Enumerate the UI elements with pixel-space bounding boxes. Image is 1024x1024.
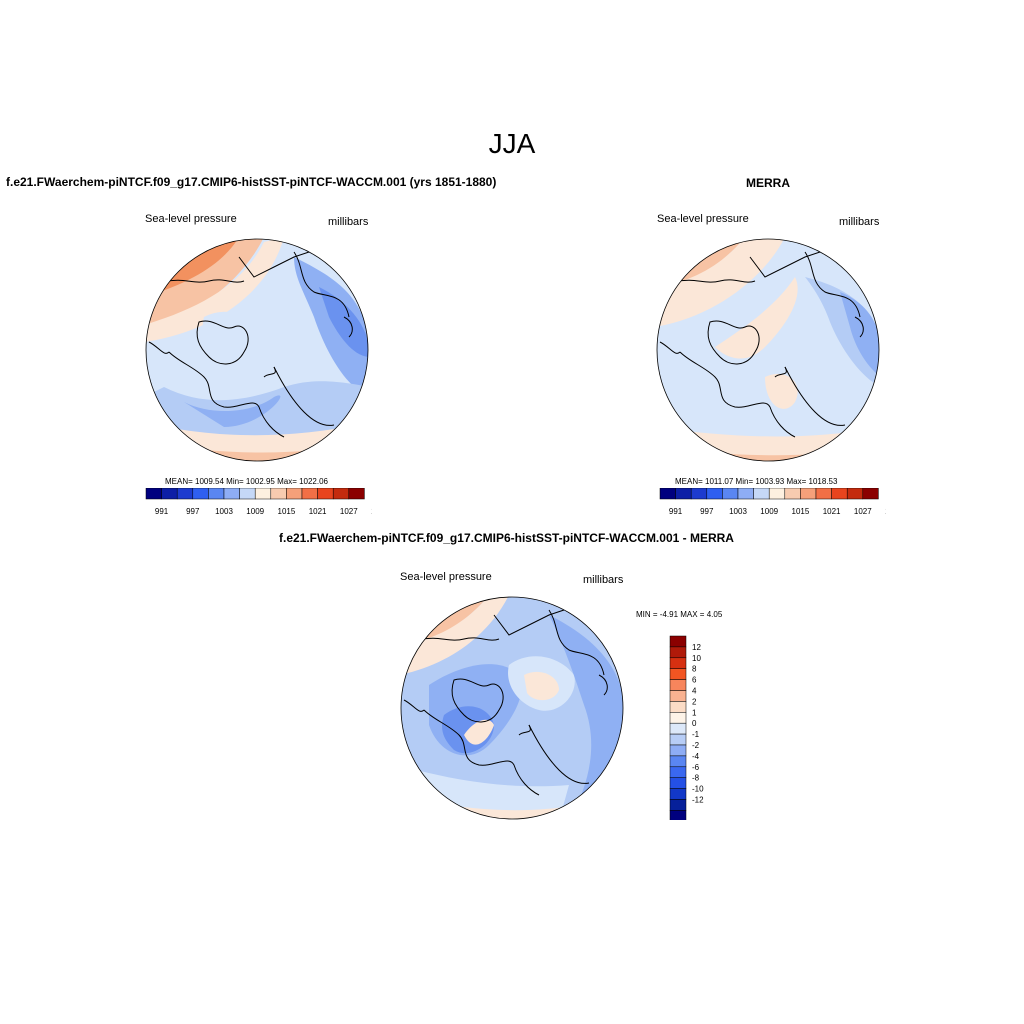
colorbar-merra-swatch — [846, 488, 864, 500]
colorbar-model-swatch — [208, 488, 225, 500]
colorbar-model-swatch — [332, 488, 350, 500]
colorbar-model-swatch — [301, 488, 318, 500]
colorbar-difference-tick-label: -12 — [692, 796, 704, 805]
colorbar-difference-swatch — [669, 733, 687, 746]
colorbar-difference-swatch — [669, 701, 687, 713]
colorbar-difference-tick-label: 1 — [692, 708, 697, 717]
colorbar-merra-tick-label: 1009 — [760, 507, 778, 516]
colorbar-difference-tick-label: 4 — [692, 687, 697, 696]
colorbar-difference-swatch — [669, 657, 687, 669]
colorbar-merra-swatch — [722, 488, 739, 500]
colorbar-merra-tick-label: 1033 — [885, 507, 886, 516]
colorbar-difference-tick-label: -6 — [692, 763, 700, 772]
colorbar-model-tick-label: 1033 — [371, 507, 372, 516]
colorbar-merra-swatch — [784, 488, 801, 500]
colorbar-merra-swatch — [706, 488, 723, 500]
colorbar-merra-tick-label: 1021 — [823, 507, 841, 516]
colorbar-merra-swatch — [675, 488, 692, 500]
colorbar-difference-swatch — [669, 755, 687, 768]
colorbar-merra-swatch — [659, 488, 676, 500]
colorbar-merra-swatch — [690, 488, 708, 500]
colorbar-difference-swatch — [669, 799, 687, 811]
colorbar-difference-swatch — [669, 646, 687, 659]
panel2-units: millibars — [839, 216, 880, 228]
colorbar-difference-tick-label: -8 — [692, 774, 700, 783]
colorbar-model-swatch — [239, 488, 256, 500]
colorbar-merra-swatch — [800, 488, 817, 500]
colorbar-merra-swatch — [753, 488, 770, 500]
colorbar-merra-tick-label: 997 — [700, 507, 714, 516]
colorbar-model-tick-label: 1009 — [246, 507, 264, 516]
colorbar-difference-swatch — [669, 712, 687, 724]
colorbar-model-swatch — [270, 488, 287, 500]
colorbar-difference-tick-label: -4 — [692, 752, 700, 761]
colorbar-merra-swatch — [768, 488, 786, 500]
colorbar-model-swatch — [317, 488, 334, 500]
panel1-title: f.e21.FWaerchem-piNTCF.f09_g17.CMIP6-his… — [6, 175, 497, 189]
colorbar-merra-swatch — [831, 488, 848, 500]
colorbar-difference-tick-label: 2 — [692, 697, 697, 706]
colorbar-difference-swatch — [669, 690, 687, 702]
panel3-stats: MIN = -4.91 MAX = 4.05 — [636, 610, 723, 619]
panel3-variable: Sea-level pressure — [400, 571, 492, 583]
colorbar-difference-tick-label: -2 — [692, 741, 700, 750]
colorbar-model-tick-label: 1015 — [278, 507, 296, 516]
colorbar-difference-swatch — [669, 679, 687, 691]
colorbar-difference-swatch — [669, 668, 687, 680]
colorbar-merra-swatch — [737, 488, 754, 500]
panel2-variable: Sea-level pressure — [657, 213, 749, 225]
colorbar-difference-tick-label: 6 — [692, 676, 697, 685]
colorbar-model-swatch — [348, 488, 365, 500]
colorbar-merra: 991 997 1003 1009 1015 1021 1027 1033 — [659, 488, 886, 516]
colorbar-difference-swatch — [669, 635, 687, 648]
main-title: JJA — [488, 128, 536, 159]
colorbar-model-tick-label: 1027 — [340, 507, 358, 516]
colorbar-difference-swatch — [669, 788, 687, 800]
colorbar-merra-swatch — [815, 488, 832, 500]
colorbar-model-swatch — [192, 488, 209, 500]
colorbar-model-tick-label: 991 — [155, 507, 169, 516]
map-merra-slp — [656, 238, 880, 462]
colorbar-merra-tick-label: 1003 — [729, 507, 747, 516]
colorbar-difference-tick-label: 8 — [692, 665, 697, 674]
colorbar-difference-swatch — [669, 766, 687, 778]
panel1-variable: Sea-level pressure — [145, 213, 237, 225]
panel1-units: millibars — [328, 216, 369, 228]
panel2-title: MERRA — [746, 176, 790, 190]
colorbar-difference-swatch — [669, 810, 687, 820]
colorbar-model-swatch — [254, 488, 272, 500]
colorbar-difference-tick-label: 10 — [692, 654, 701, 663]
colorbar-difference-swatch — [669, 722, 687, 735]
colorbar-model-swatch — [286, 488, 303, 500]
colorbar-model-swatch — [176, 488, 194, 500]
colorbar-model-tick-label: 997 — [186, 507, 200, 516]
colorbar-model-swatch — [223, 488, 240, 500]
map-difference-slp — [400, 596, 624, 820]
colorbar-merra-tick-label: 1027 — [854, 507, 872, 516]
colorbar-difference-swatch — [669, 744, 687, 757]
colorbar-model-tick-label: 1003 — [215, 507, 233, 516]
colorbar-difference-tick-label: 12 — [692, 643, 701, 652]
panel3-title: f.e21.FWaerchem-piNTCF.f09_g17.CMIP6-his… — [279, 531, 734, 545]
panel3-units: millibars — [583, 574, 624, 586]
colorbar-model-tick-label: 1021 — [309, 507, 327, 516]
panel2-stats: MEAN= 1011.07 Min= 1003.93 Max= 1018.53 — [675, 477, 838, 486]
colorbar-model-swatch — [161, 488, 178, 500]
map-model-slp — [145, 238, 369, 462]
colorbar-merra-tick-label: 1015 — [792, 507, 810, 516]
colorbar-difference-tick-label: 0 — [692, 719, 697, 728]
colorbar-difference-tick-label: -1 — [692, 730, 700, 739]
colorbar-model-swatch — [145, 488, 162, 500]
colorbar-difference-swatch — [669, 777, 687, 789]
colorbar-merra-tick-label: 991 — [669, 507, 683, 516]
colorbar-model: 991 997 1003 1009 1015 1021 1027 1033 — [145, 488, 372, 516]
colorbar-difference-tick-label: -10 — [692, 785, 704, 794]
colorbar-merra-swatch — [862, 488, 879, 500]
panel1-stats: MEAN= 1009.54 Min= 1002.95 Max= 1022.06 — [165, 477, 328, 486]
